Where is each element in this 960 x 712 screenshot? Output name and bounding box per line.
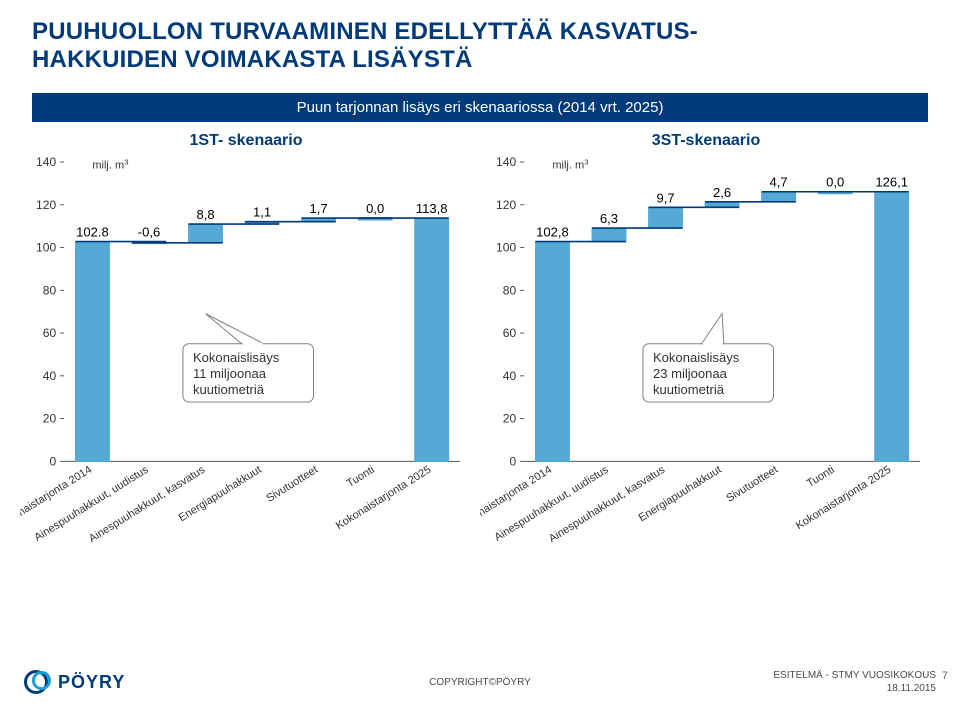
svg-text:40: 40 [503,369,517,383]
subtitle-text: Puun tarjonnan lisäys eri skenaariossa (… [297,99,664,116]
svg-text:80: 80 [43,284,57,298]
chart-title-1: 1ST- skenaario [20,132,472,154]
subtitle-band: Puun tarjonnan lisäys eri skenaariossa (… [32,93,928,122]
svg-text:Sivutuotteet: Sivutuotteet [724,464,780,505]
svg-text:Tuonti: Tuonti [805,464,837,490]
svg-text:120: 120 [36,198,56,212]
svg-text:20: 20 [43,412,57,426]
svg-text:Kokonaislisäys: Kokonaislisäys [653,350,740,365]
svg-text:milj. m3: milj. m3 [92,157,128,172]
chart-title-2: 3ST-skenaario [480,132,932,154]
footer-right-1: ESITELMÄ - STMY VUOSIKOKOUS [773,670,936,681]
svg-text:40: 40 [43,369,57,383]
svg-text:126,1: 126,1 [875,175,908,190]
svg-text:kuutiometriä: kuutiometriä [193,382,265,397]
page-title: PUUHUOLLON TURVAAMINEN EDELLYTTÄÄ KASVAT… [0,0,960,79]
svg-text:11 miljoonaa: 11 miljoonaa [193,366,267,381]
svg-text:0,0: 0,0 [826,175,844,190]
svg-text:2,6: 2,6 [713,185,731,200]
svg-text:Sivutuotteet: Sivutuotteet [264,464,320,505]
title-line-2: HAKKUIDEN VOIMAKASTA LISÄYSTÄ [32,46,472,73]
svg-text:140: 140 [496,156,516,169]
svg-text:milj. m3: milj. m3 [552,157,588,172]
title-line-1: PUUHUOLLON TURVAAMINEN EDELLYTTÄÄ KASVAT… [32,18,698,45]
footer: PÖYRY COPYRIGHT©PÖYRY ESITELMÄ - STMY VU… [0,660,960,712]
svg-text:Kokonaislisäys: Kokonaislisäys [193,350,280,365]
svg-text:9,7: 9,7 [656,191,674,206]
svg-text:80: 80 [503,284,517,298]
chart-1st: 1ST- skenaario 0 20 40 60 80 100 120 140 milj. m… [20,126,472,598]
svg-text:8,8: 8,8 [196,207,214,222]
chart-3st: 3ST-skenaario 0 20 40 60 80 100 120 140 milj. m3… [480,126,932,598]
footer-logo: PÖYRY [24,670,125,694]
svg-text:60: 60 [43,326,57,340]
svg-text:6,3: 6,3 [600,211,618,226]
svg-text:Kokonaistarjonta 2025: Kokonaistarjonta 2025 [334,464,433,532]
svg-text:0: 0 [49,455,56,469]
svg-text:4,7: 4,7 [770,175,788,190]
svg-text:140: 140 [36,156,56,169]
svg-text:60: 60 [503,326,517,340]
footer-right-2: 18.11.2015 [887,683,936,694]
svg-text:23 miljoonaa: 23 miljoonaa [653,366,728,381]
chart-svg-1: 0 20 40 60 80 100 120 140 milj. m3 102.8 -0,6 8,8 1,… [20,156,472,598]
svg-text:120: 120 [496,198,516,212]
charts-row: 1ST- skenaario 0 20 40 60 80 100 120 140 milj. m… [0,126,960,598]
poyry-logo-icon [24,670,48,694]
svg-text:100: 100 [36,241,56,255]
footer-right: ESITELMÄ - STMY VUOSIKOKOUS 18.11.2015 [773,669,936,695]
svg-text:Tuonti: Tuonti [345,464,377,490]
svg-text:1,7: 1,7 [310,201,328,216]
svg-text:Kokonaistarjonta 2025: Kokonaistarjonta 2025 [794,464,893,532]
footer-copyright: COPYRIGHT©PÖYRY [429,677,531,688]
poyry-logo-text: PÖYRY [58,672,125,693]
chart-svg-2: 0 20 40 60 80 100 120 140 milj. m3 102,8 6,3 9,7 2,6… [480,156,932,598]
svg-text:-0,6: -0,6 [138,225,160,240]
svg-text:100: 100 [496,241,516,255]
svg-text:1,1: 1,1 [253,205,271,220]
svg-text:kuutiometriä: kuutiometriä [653,382,725,397]
svg-text:102,8: 102,8 [536,225,569,240]
svg-text:20: 20 [503,412,517,426]
svg-text:0: 0 [509,455,516,469]
svg-text:0,0: 0,0 [366,201,384,216]
svg-text:102.8: 102.8 [76,225,109,240]
svg-text:113,8: 113,8 [416,201,448,216]
